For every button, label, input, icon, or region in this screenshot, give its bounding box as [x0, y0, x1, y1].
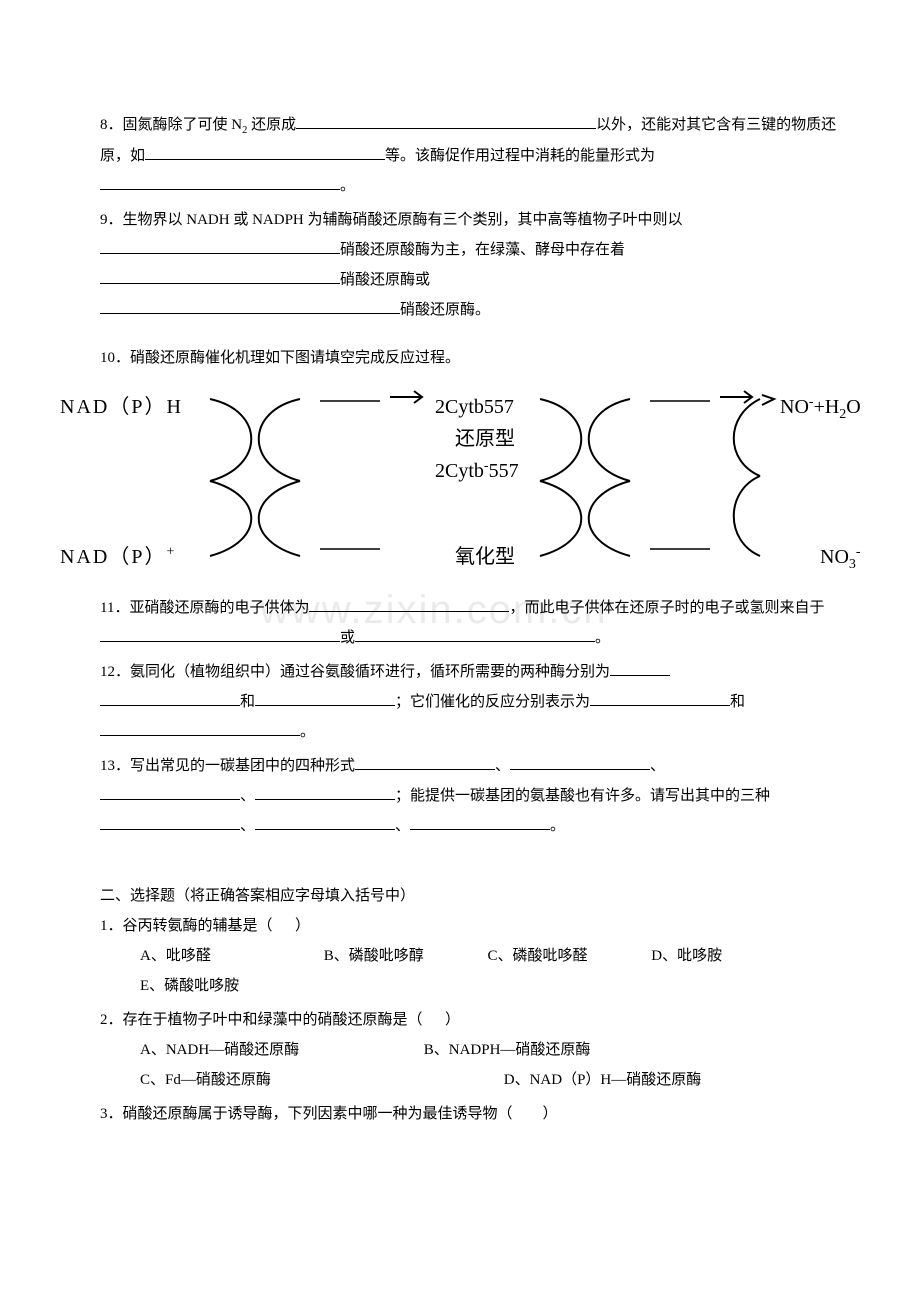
- q8-blank-2[interactable]: [145, 143, 385, 161]
- q8-text-4: 等。该酶促作用过程中消耗的能量形式为: [385, 148, 655, 164]
- q13-text-1: 13．写出常见的一碳基团中的四种形式: [100, 758, 355, 774]
- q8-blank-1[interactable]: [296, 112, 596, 130]
- q12-text-2: ；它们催化的反应分别表示为: [395, 694, 590, 710]
- q8-blank-3[interactable]: [100, 173, 340, 191]
- mc3-stem-b: ）: [543, 1106, 558, 1122]
- q10-title: 10．硝酸还原酶催化机理如下图请填空完成反应过程。: [100, 350, 460, 366]
- question-10: 10．硝酸还原酶催化机理如下图请填空完成反应过程。: [100, 343, 860, 373]
- mc2-opt-a[interactable]: A、NADH—硝酸还原酶: [140, 1035, 420, 1065]
- q8-end: 。: [340, 178, 355, 194]
- q11-text-2: ，而此电子供体在还原子时的电子或氢则来自于: [509, 600, 824, 616]
- q13-blank-5[interactable]: [100, 813, 240, 831]
- q12-blank-3[interactable]: [590, 689, 730, 707]
- q8-text-2: 还原成: [247, 117, 296, 133]
- q12-blank-0[interactable]: [610, 659, 670, 677]
- question-11: 11．亚硝酸还原酶的电子供体为 ，而此电子供体在还原子时的电子或氢则来自于或 。: [100, 593, 860, 653]
- mc2-stem-b: ）: [445, 1012, 460, 1028]
- section-2-title: 二、选择题（将正确答案相应字母填入括号中）: [100, 881, 860, 911]
- q13-text-2: ；能提供一碳基团的氨基酸也有许多。请写出其中的三种: [395, 788, 770, 804]
- q10-diagram: NAD（P）H NAD（P）+ 2Cytb557 还原型 2Cytb-557 氧…: [60, 381, 880, 581]
- q9-text-2: 硝酸还原酸酶为主，在绿藻、酵母中存在着: [340, 242, 625, 258]
- q12-blank-2[interactable]: [255, 689, 395, 707]
- mc-2: 2．存在于植物子叶中和绿藻中的硝酸还原酶是（ ） A、NADH—硝酸还原酶 B、…: [100, 1005, 860, 1095]
- q11-or: 或: [340, 630, 355, 646]
- mc2-options: A、NADH—硝酸还原酶 B、NADPH—硝酸还原酶 C、Fd—硝酸还原酶 D、…: [140, 1035, 860, 1095]
- mc3-stem-a: 3．硝酸还原酶属于诱导酶，下列因素中哪一种为最佳诱导物（: [100, 1106, 513, 1122]
- question-13: 13．写出常见的一碳基团中的四种形式、、 、；能提供一碳基团的氨基酸也有许多。请…: [100, 751, 860, 841]
- q13-blank-7[interactable]: [410, 813, 550, 831]
- q13-blank-6[interactable]: [255, 813, 395, 831]
- q9-text-3: 硝酸还原酶或: [340, 272, 430, 288]
- q9-blank-1[interactable]: [100, 237, 340, 255]
- q13-sep-1: 、: [495, 758, 510, 774]
- q9-text-1: 9．生物界以 NADH 或 NADPH 为辅酶硝酸还原酶有三个类别，其中高等植物…: [100, 212, 683, 228]
- mc1-opt-b[interactable]: B、磷酸吡哆醇: [324, 941, 484, 971]
- mc1-opt-d[interactable]: D、吡哆胺: [651, 941, 722, 971]
- q11-blank-3[interactable]: [355, 625, 595, 643]
- mc1-stem-b: ）: [295, 918, 310, 934]
- mc-1: 1．谷丙转氨酶的辅基是（ ） A、吡哆醛 B、磷酸吡哆醇 C、磷酸吡哆醛 D、吡…: [100, 911, 860, 1001]
- q9-blank-3[interactable]: [100, 297, 400, 315]
- q11-blank-2[interactable]: [100, 625, 340, 643]
- q9-text-4: 硝酸还原酶。: [400, 302, 490, 318]
- mc2-stem-a: 2．存在于植物子叶中和绿藻中的硝酸还原酶是（: [100, 1012, 423, 1028]
- q13-sep-4: 、: [240, 818, 255, 834]
- question-12: 12．氨同化（植物组织中）通过谷氨酸循环进行，循环所需要的两种酶分别为 和 ；它们…: [100, 657, 860, 747]
- q11-text-1: 11．亚硝酸还原酶的电子供体为: [100, 600, 309, 616]
- diag-svg: [60, 381, 880, 581]
- mc2-opt-b[interactable]: B、NADPH—硝酸还原酶: [424, 1035, 591, 1065]
- q12-blank-1[interactable]: [100, 689, 240, 707]
- mc2-opt-d[interactable]: D、NAD（P）H—硝酸还原酶: [504, 1065, 702, 1095]
- q13-blank-3[interactable]: [100, 783, 240, 801]
- q11-blank-1[interactable]: [309, 595, 509, 613]
- mc-3: 3．硝酸还原酶属于诱导酶，下列因素中哪一种为最佳诱导物（ ）: [100, 1099, 860, 1129]
- page: 8．固氮酶除了可使 N2 还原成以外，还能对其它含有三键的物质还原，如等。该酶促…: [0, 0, 920, 1193]
- mc1-options: A、吡哆醛 B、磷酸吡哆醇 C、磷酸吡哆醛 D、吡哆胺 E、磷酸吡哆胺: [140, 941, 860, 1001]
- q13-sep-5: 、: [395, 818, 410, 834]
- q13-end: 。: [550, 818, 565, 834]
- q13-sep-3: 、: [240, 788, 255, 804]
- q8-text-1: 8．固氮酶除了可使 N: [100, 117, 242, 133]
- mc2-opt-c[interactable]: C、Fd—硝酸还原酶: [140, 1065, 500, 1095]
- q12-text-1: 12．氨同化（植物组织中）通过谷氨酸循环进行，循环所需要的两种酶分别为: [100, 664, 610, 680]
- q13-blank-4[interactable]: [255, 783, 395, 801]
- mc1-opt-c[interactable]: C、磷酸吡哆醛: [488, 941, 648, 971]
- question-9: 9．生物界以 NADH 或 NADPH 为辅酶硝酸还原酶有三个类别，其中高等植物…: [100, 205, 860, 325]
- q13-sep-2: 、: [650, 758, 665, 774]
- q13-blank-1[interactable]: [355, 753, 495, 771]
- q13-blank-2[interactable]: [510, 753, 650, 771]
- q12-and2: 和: [730, 694, 745, 710]
- q9-blank-2[interactable]: [100, 267, 340, 285]
- mc1-stem-a: 1．谷丙转氨酶的辅基是（: [100, 918, 273, 934]
- q12-and1: 和: [240, 694, 255, 710]
- question-8: 8．固氮酶除了可使 N2 还原成以外，还能对其它含有三键的物质还原，如等。该酶促…: [100, 110, 860, 201]
- mc1-opt-a[interactable]: A、吡哆醛: [140, 941, 320, 971]
- q11-end: 。: [595, 630, 610, 646]
- q12-blank-4[interactable]: [100, 719, 300, 737]
- q12-end: 。: [300, 724, 315, 740]
- mc1-opt-e[interactable]: E、磷酸吡哆胺: [140, 971, 239, 1001]
